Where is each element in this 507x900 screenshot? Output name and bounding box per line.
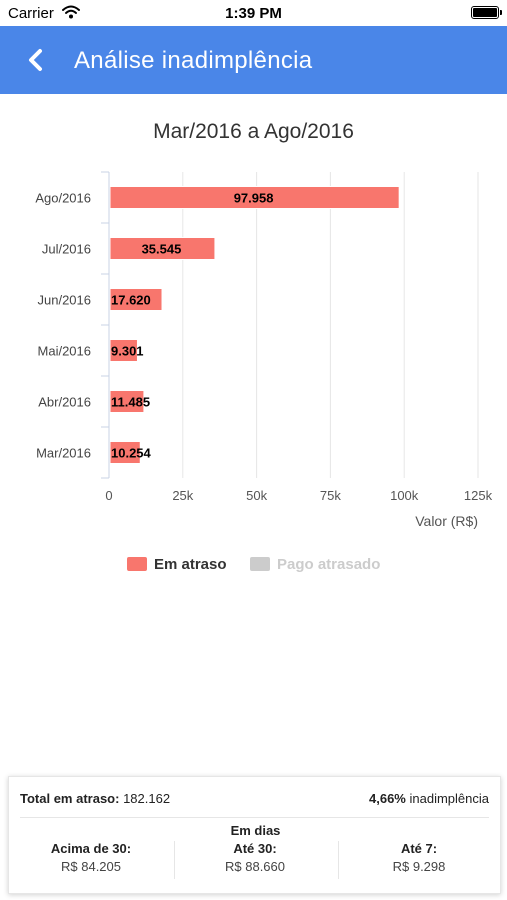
chart-title: Mar/2016 a Ago/2016 — [153, 120, 354, 143]
y-tick-label: Ago/2016 — [35, 191, 91, 206]
x-tick-label: 50k — [246, 488, 267, 503]
bar — [109, 390, 145, 413]
x-tick-label: 0 — [105, 488, 112, 503]
bar — [109, 441, 141, 464]
x-tick-label: 25k — [172, 488, 193, 503]
column-ate-7: Até 7: R$ 9.298 — [337, 841, 501, 874]
status-bar: Carrier 1:39 PM — [0, 0, 507, 26]
y-tick-label: Abr/2016 — [38, 395, 91, 410]
column-value: R$ 84.205 — [61, 859, 121, 874]
bar — [109, 237, 216, 260]
data-label: 97.958 — [234, 191, 274, 206]
legend-swatch-em-atraso — [127, 557, 147, 571]
y-tick-label: Jul/2016 — [42, 242, 91, 257]
data-label: 35.545 — [142, 242, 182, 257]
y-tick-label: Mai/2016 — [38, 344, 91, 359]
legend-item-em-atraso[interactable]: Em atraso — [127, 554, 227, 574]
x-tick-label: 100k — [390, 488, 419, 503]
data-label: 10.254 — [111, 446, 152, 461]
column-divider — [338, 841, 339, 879]
column-value: R$ 9.298 — [392, 859, 446, 874]
total-label: Total em atraso: — [20, 791, 120, 806]
em-dias-title: Em dias — [230, 823, 281, 838]
column-acima-30: Acima de 30: R$ 84.205 — [9, 841, 173, 874]
inadimplencia-rate: 4,66% inadimplência — [369, 791, 489, 806]
y-tick-label: Jun/2016 — [38, 293, 92, 308]
column-divider — [174, 841, 175, 879]
legend-item-pago-atrasado[interactable]: Pago atrasado — [250, 554, 380, 574]
page-title: Análise inadimplência — [74, 47, 313, 74]
summary-totals-row: Total em atraso: 182.162 4,66% inadimplê… — [20, 791, 489, 811]
y-tick-label: Mar/2016 — [36, 446, 91, 461]
legend-label-em-atraso: Em atraso — [154, 555, 227, 573]
battery-icon — [471, 6, 502, 19]
summary-divider — [20, 817, 489, 818]
column-label: Até 7: — [400, 841, 438, 856]
data-label: 17.620 — [111, 293, 151, 308]
clock-time: 1:39 PM — [225, 5, 282, 22]
wifi-icon — [62, 5, 80, 23]
x-tick-label: 125k — [464, 488, 493, 503]
chevron-left-icon — [29, 49, 42, 71]
nav-bar: Análise inadimplência — [0, 26, 507, 94]
rate-value: 4,66% — [369, 791, 406, 806]
total-em-atraso: Total em atraso: 182.162 — [20, 791, 170, 806]
x-axis-title: Valor (R$) — [415, 513, 478, 529]
total-value: 182.162 — [123, 791, 171, 806]
rate-label: inadimplência — [409, 791, 490, 806]
carrier-label: Carrier — [8, 5, 54, 22]
back-button[interactable] — [22, 44, 50, 76]
column-label: Acima de 30: — [50, 841, 132, 856]
column-label: Até 30: — [233, 841, 277, 856]
chart-legend: Em atraso Pago atrasado — [0, 554, 507, 576]
column-value: R$ 88.660 — [225, 859, 285, 874]
bar-chart: Ago/2016 97.958 Jul/2016 35.545 Jun/2016 17.6… — [35, 171, 493, 529]
bar — [109, 288, 163, 311]
bar — [109, 339, 138, 362]
data-label: 11.485 — [111, 395, 150, 410]
legend-label-pago-atrasado: Pago atrasado — [277, 555, 381, 573]
column-ate-30: Até 30: R$ 88.660 — [173, 841, 337, 874]
summary-card: Total em atraso: 182.162 4,66% inadimplê… — [8, 776, 501, 894]
x-tick-label: 75k — [320, 488, 341, 503]
bar — [109, 186, 400, 209]
data-label: 9.301 — [111, 344, 144, 359]
legend-swatch-pago-atrasado — [250, 557, 270, 571]
